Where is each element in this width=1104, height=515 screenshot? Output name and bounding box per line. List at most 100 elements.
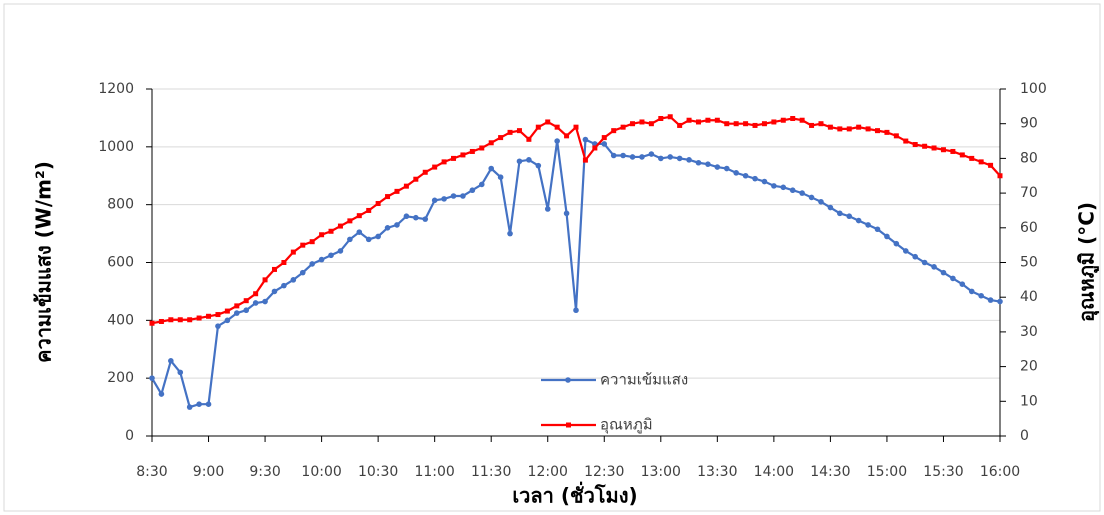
data-point <box>460 193 466 199</box>
x-tick-label: 9:00 <box>193 464 224 480</box>
data-point <box>422 216 428 222</box>
data-point <box>338 248 344 254</box>
data-point <box>574 125 579 130</box>
data-point <box>366 208 371 213</box>
data-point <box>988 163 993 168</box>
data-point <box>969 156 974 161</box>
y2-tick-label: 50 <box>1020 255 1038 271</box>
data-point <box>677 156 683 162</box>
data-point <box>404 184 409 189</box>
data-point <box>649 151 655 157</box>
data-point <box>734 121 739 126</box>
data-point <box>564 211 570 217</box>
data-point <box>583 137 589 143</box>
data-point <box>978 293 984 299</box>
data-point <box>244 298 249 303</box>
data-point <box>950 276 956 282</box>
data-point <box>159 391 165 397</box>
data-point <box>781 118 786 123</box>
data-point <box>385 225 391 231</box>
data-point <box>545 206 551 212</box>
data-point <box>941 270 947 276</box>
data-point <box>573 307 579 313</box>
data-point <box>932 145 937 150</box>
data-point <box>319 232 324 237</box>
data-point <box>310 239 315 244</box>
data-point <box>979 159 984 164</box>
data-point <box>799 190 805 196</box>
data-point <box>780 185 786 191</box>
data-point <box>413 177 418 182</box>
data-point <box>847 126 852 131</box>
data-point <box>215 312 220 317</box>
data-point <box>969 289 975 295</box>
data-point <box>988 297 994 303</box>
data-point <box>667 154 673 160</box>
data-point <box>611 128 616 133</box>
data-point <box>517 128 522 133</box>
data-point <box>601 141 607 147</box>
data-point <box>856 125 861 130</box>
data-point <box>630 121 635 126</box>
data-point <box>752 176 758 182</box>
y-tick-label: 600 <box>107 255 134 271</box>
data-point <box>837 126 842 131</box>
y2-tick-label: 0 <box>1020 428 1029 444</box>
data-point <box>724 166 730 172</box>
data-point <box>488 166 494 172</box>
y2-tick-label: 70 <box>1020 185 1038 201</box>
data-point <box>875 128 880 133</box>
legend-label: ความเข้มแสง <box>600 371 688 389</box>
y-tick-label: 0 <box>125 428 134 444</box>
data-point <box>150 321 155 326</box>
data-point <box>762 121 767 126</box>
data-point <box>771 183 777 189</box>
data-point <box>253 291 258 296</box>
x-tick-label: 16:00 <box>980 464 1020 480</box>
data-point <box>818 199 824 205</box>
data-point <box>394 189 399 194</box>
data-point <box>809 195 815 201</box>
data-point <box>413 215 419 221</box>
data-point <box>696 160 702 166</box>
x-tick-label: 10:30 <box>358 464 398 480</box>
data-point <box>498 135 503 140</box>
data-point <box>837 211 843 217</box>
data-point <box>329 229 334 234</box>
data-point <box>809 123 814 128</box>
data-point <box>508 130 513 135</box>
y2-axis-title: อุณหภูมิ (°C) <box>1075 202 1101 322</box>
x-axis-title: เวลา (ชั่วโมง) <box>512 481 637 508</box>
data-point <box>998 173 1003 178</box>
x-tick-label: 13:00 <box>641 464 681 480</box>
data-point <box>300 270 306 276</box>
x-tick-label: 12:00 <box>528 464 568 480</box>
data-point <box>884 130 889 135</box>
data-point <box>262 299 268 305</box>
data-point <box>168 358 174 364</box>
data-point <box>319 257 325 263</box>
data-point <box>375 234 381 240</box>
chart-frame <box>4 4 1100 511</box>
data-point <box>611 153 617 159</box>
data-point <box>555 125 560 130</box>
data-point <box>234 303 239 308</box>
data-point <box>177 370 183 376</box>
data-point <box>281 260 286 265</box>
data-point <box>442 159 447 164</box>
data-point <box>187 317 192 322</box>
data-point <box>215 323 221 329</box>
data-point <box>828 205 834 211</box>
data-point <box>507 231 513 237</box>
data-point <box>677 123 682 128</box>
data-point <box>178 317 183 322</box>
legend-marker <box>566 423 571 428</box>
data-point <box>206 401 212 407</box>
data-point <box>649 121 654 126</box>
data-point <box>696 119 701 124</box>
data-point <box>866 126 871 131</box>
x-tick-label: 15:30 <box>923 464 963 480</box>
data-point <box>658 156 664 162</box>
data-point <box>347 237 353 243</box>
data-point <box>423 170 428 175</box>
